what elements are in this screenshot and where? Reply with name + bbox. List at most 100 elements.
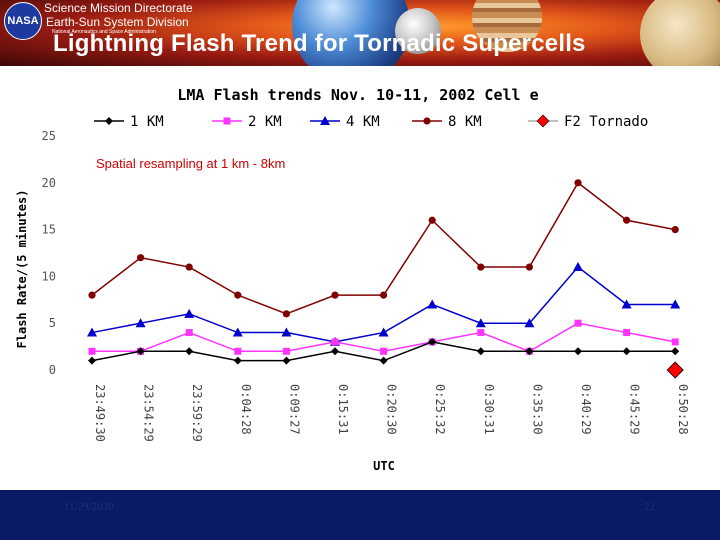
data-point-marker [88,291,96,299]
header-banner: NASA Science Mission Directorate Earth-S… [0,0,720,66]
chart-title: LMA Flash trends Nov. 10-11, 2002 Cell e [177,86,538,104]
data-point-marker [137,254,145,262]
data-point-marker [666,361,684,379]
x-tick-label: 0:15:31 [336,384,350,435]
legend-label: 4 KM [346,114,380,130]
x-axis: 23:49:30 23:54:29 23:59:29 0:04:28 0:09:27 0:… [93,384,690,442]
legend-item: F2 Tornado [528,114,648,130]
data-point-marker [282,347,290,355]
y-tick-label: 20 [42,176,56,190]
data-point-marker [184,308,195,318]
data-point-marker [185,347,194,356]
data-point-marker [282,356,291,365]
legend-item: 4 KM [310,114,380,130]
footer: 11/29/2020 22 [0,490,720,540]
data-point-marker [428,337,437,346]
x-tick-label: 23:59:29 [190,384,204,442]
data-point-marker [574,347,582,356]
y-tick-label: 5 [49,316,56,330]
chart-area: LMA Flash trends Nov. 10-11, 2002 Cell e… [0,66,720,490]
data-point-marker [427,299,438,309]
data-point-marker [573,262,583,272]
data-point-marker [88,356,96,365]
data-point-marker [331,347,339,356]
series-1-km [88,337,680,365]
chart-legend: 1 KM 2 KM 4 KM 8 KM F2 Tornado [94,114,648,130]
data-point-marker [623,329,631,337]
data-point-marker [320,116,330,125]
moon-image [395,8,441,54]
data-point-marker [185,263,193,271]
y-tick-label: 10 [42,269,56,283]
data-point-marker [477,263,485,271]
x-tick-label: 0:25:32 [433,384,447,435]
agency-label: National Aeronautics and Space Administr… [52,29,156,35]
x-tick-label: 0:09:27 [287,384,301,435]
footer-page-number: 22 [644,501,655,513]
data-point-marker [671,347,680,356]
y-tick-label: 25 [42,129,56,143]
data-point-marker [671,226,679,234]
data-point-marker [622,347,631,356]
x-tick-label: 0:20:30 [385,384,399,435]
x-axis-label: UTC [373,459,395,473]
data-point-marker [233,356,242,365]
x-tick-label: 23:49:30 [93,384,107,442]
data-point-marker [428,216,436,224]
data-point-marker [524,318,535,328]
data-point-marker [574,319,582,327]
slide-title: Lightning Flash Trend for Tornadic Super… [53,30,586,57]
y-tick-label: 0 [49,363,56,377]
data-point-marker [281,327,292,337]
y-tick-label: 15 [42,223,56,237]
legend-item: 8 KM [412,114,482,130]
x-tick-label: 0:04:28 [239,384,253,435]
series-line [92,322,676,353]
directorate-label: Science Mission Directorate [44,1,193,15]
legend-item: 1 KM [94,114,164,130]
legend-label: 2 KM [248,114,282,130]
y-axis: 0 5 10 15 20 25 [42,129,56,377]
chart-annotation: Spatial resampling at 1 km - 8km [96,156,285,171]
data-point-marker [136,347,145,356]
data-point-marker [379,356,388,365]
x-tick-label: 23:54:29 [142,384,156,442]
data-point-marker [282,310,290,318]
saturn-image [640,0,720,66]
data-point-marker [525,347,534,356]
data-point-marker [380,347,388,355]
plot-series [87,179,684,379]
data-point-marker [476,347,485,356]
data-point-marker [423,117,431,125]
x-tick-label: 0:50:28 [676,384,690,435]
data-point-marker [477,329,485,337]
legend-label: 1 KM [130,114,164,130]
data-point-marker [234,291,242,299]
legend-label: F2 Tornado [564,114,648,130]
x-tick-label: 0:40:29 [579,384,593,435]
data-point-marker [87,327,97,337]
data-point-marker [105,117,113,125]
data-point-marker [185,329,193,337]
data-point-marker [378,327,389,337]
x-tick-label: 0:30:31 [482,384,496,435]
data-point-marker [525,263,534,271]
data-point-marker [671,338,679,346]
data-point-marker [475,318,486,328]
data-point-marker [623,216,631,224]
x-tick-label: 0:35:30 [530,384,544,435]
data-point-marker [621,299,632,309]
series-8-km [88,179,679,318]
x-tick-label: 0:45:29 [628,384,642,435]
data-point-marker [232,327,243,337]
data-point-marker [88,347,96,355]
data-point-marker [380,291,388,299]
data-point-marker [331,291,339,299]
data-point-marker [223,117,231,125]
series-2-km [88,319,679,355]
data-point-marker [670,299,681,309]
legend-item: 2 KM [212,114,282,130]
data-point-marker [135,318,146,328]
data-point-marker [234,347,242,355]
y-axis-label: Flash Rate/(5 minutes) [15,190,29,349]
